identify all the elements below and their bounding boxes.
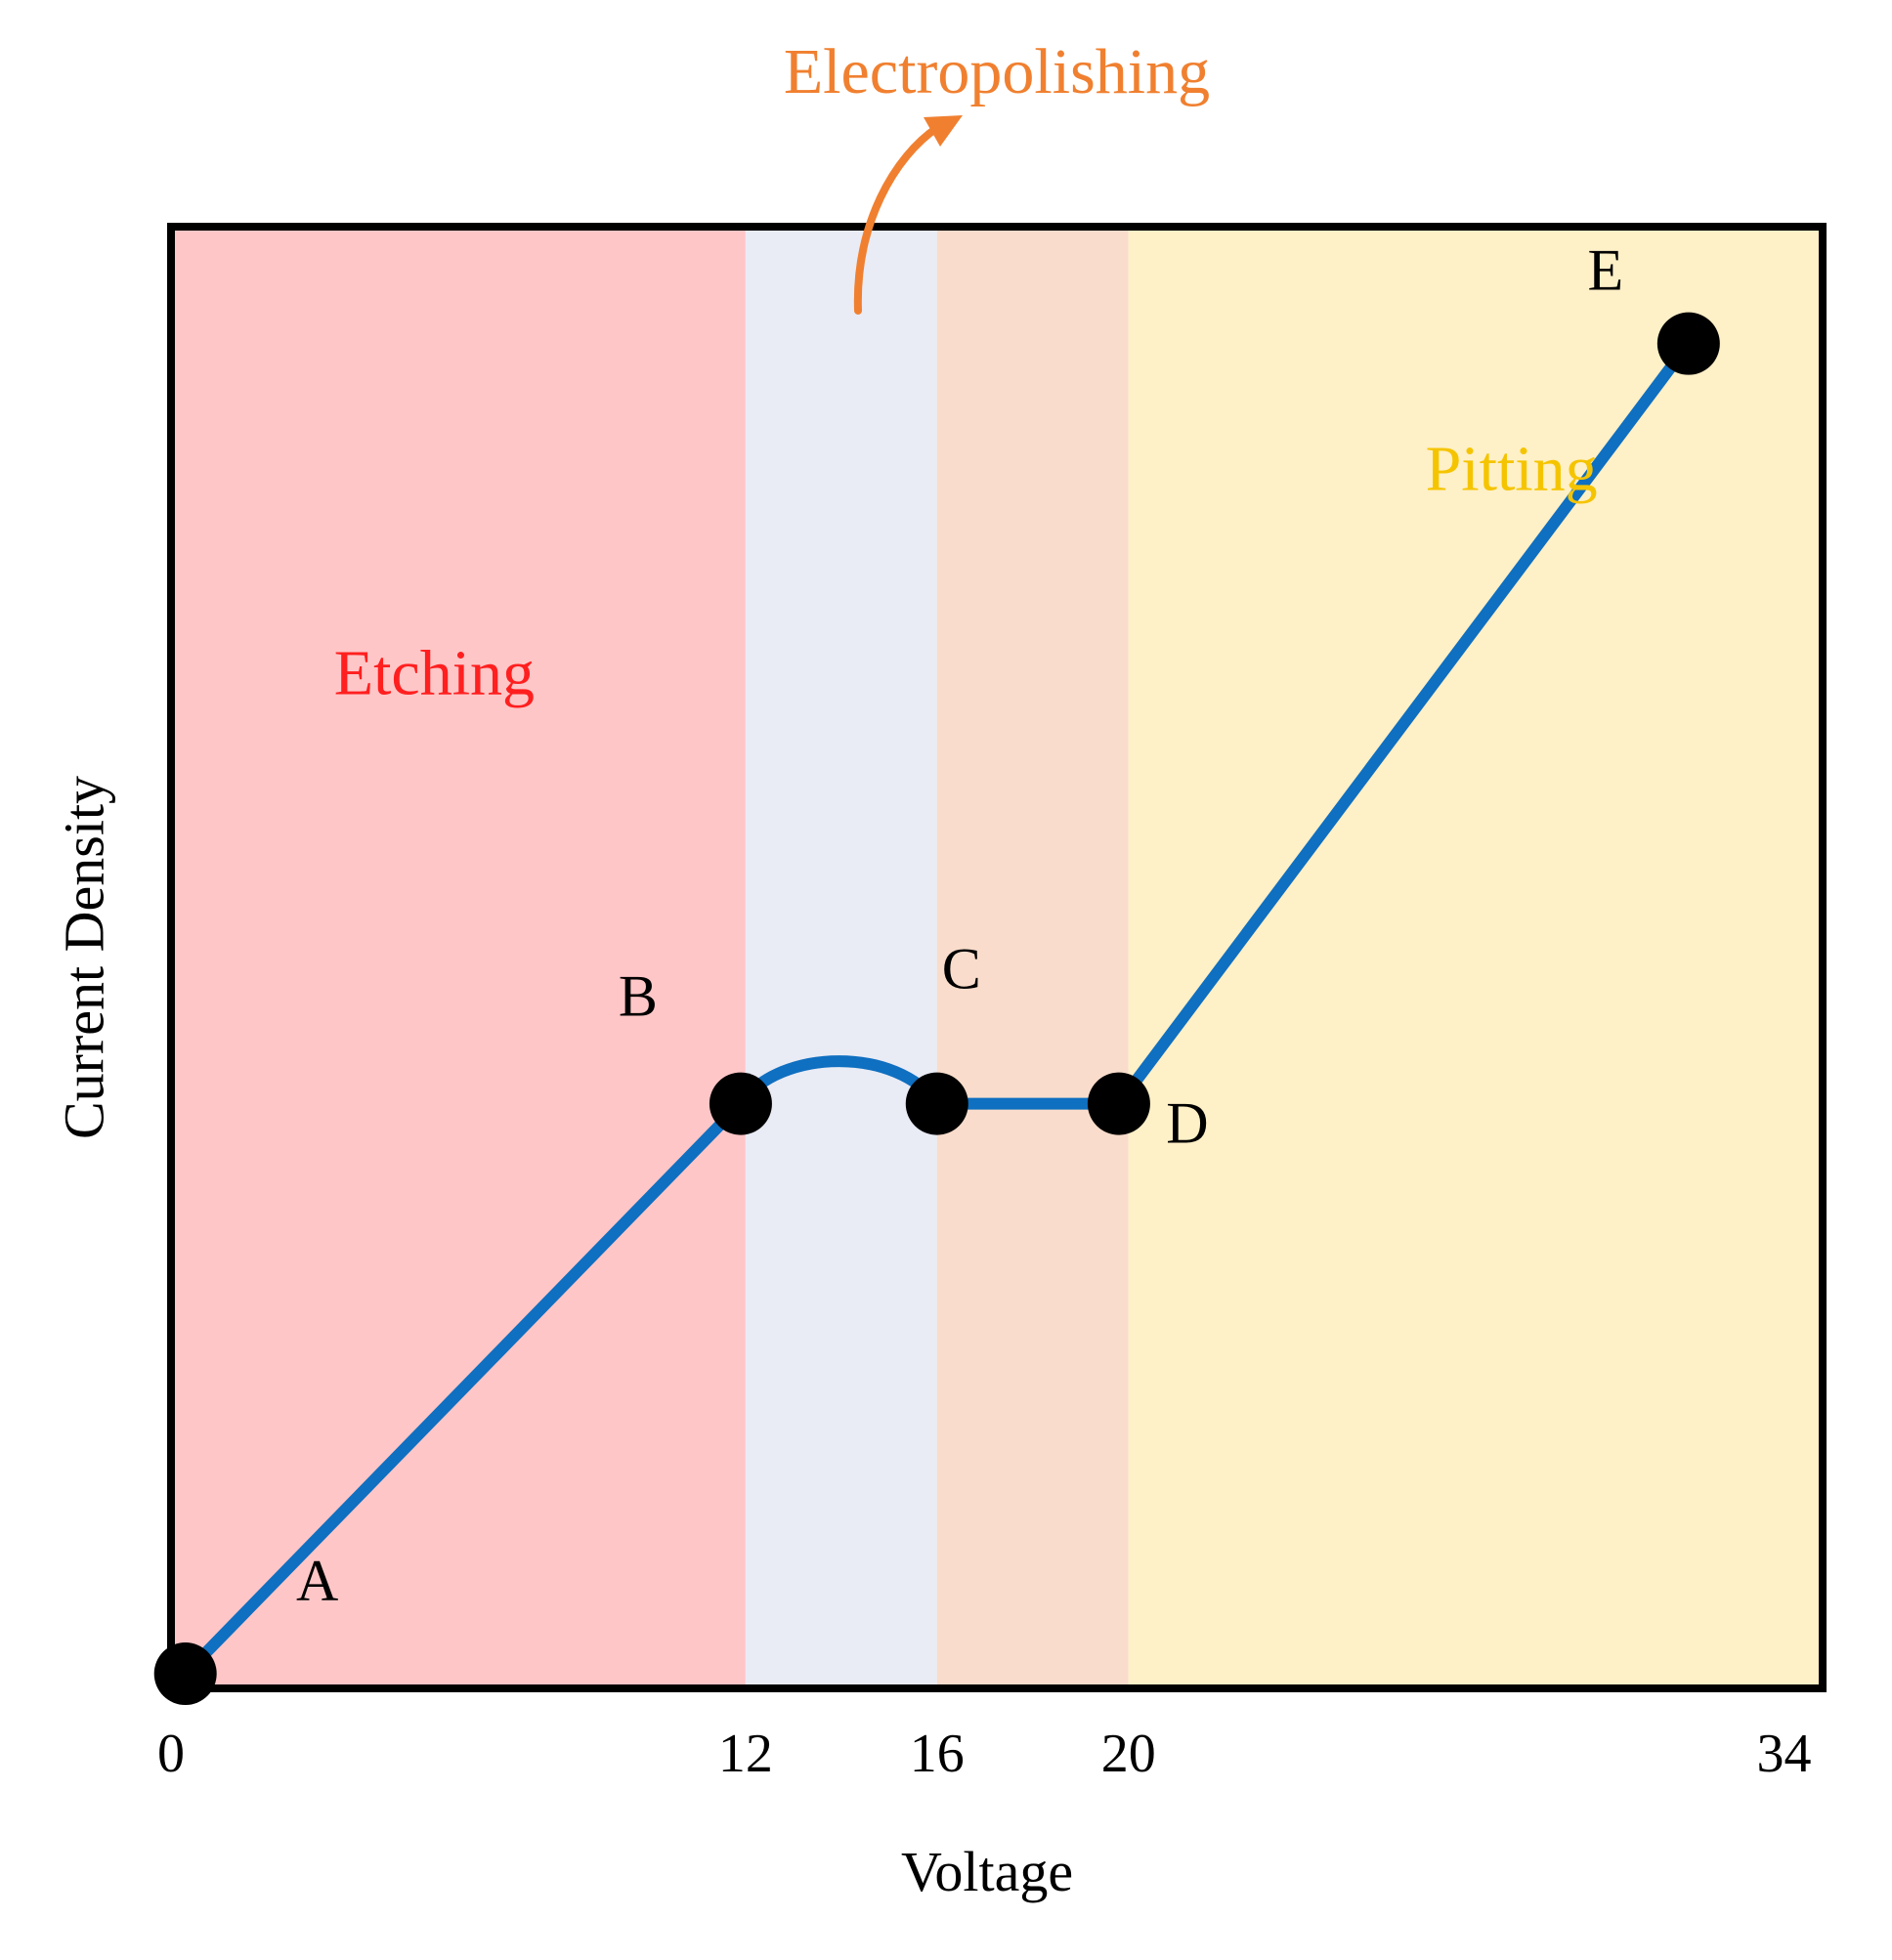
point-c — [905, 1072, 968, 1135]
region-labels: Etching Pitting — [334, 433, 1598, 708]
point-label-a: A — [296, 1549, 338, 1613]
point-e — [1656, 312, 1720, 375]
electropolishing-arrow — [853, 123, 942, 315]
electropolishing-label: Electropolishing — [784, 36, 1210, 107]
point-a — [153, 1642, 217, 1706]
point-label-c: C — [942, 937, 981, 1001]
region-band-electropolishing-1 — [745, 227, 937, 1688]
x-tick-label: 0 — [157, 1724, 185, 1784]
x-tick-label: 34 — [1757, 1724, 1812, 1784]
y-axis-title: Current Density — [52, 776, 115, 1139]
electropolishing-annotation: Electropolishing — [784, 36, 1210, 315]
point-labels: A B C D E — [296, 238, 1623, 1613]
point-b — [709, 1072, 772, 1135]
point-label-d: D — [1166, 1091, 1208, 1156]
region-label-pitting: Pitting — [1426, 433, 1598, 504]
x-tick-label: 16 — [910, 1724, 965, 1784]
region-band-pitting — [1128, 227, 1823, 1688]
point-label-e: E — [1588, 238, 1624, 303]
region-band-etching — [171, 227, 746, 1688]
plot-frame — [167, 223, 1827, 1692]
region-label-etching: Etching — [334, 638, 535, 709]
electropolishing-arrowhead — [924, 115, 963, 147]
region-bands — [171, 227, 1823, 1688]
x-axis-title: Voltage — [901, 1840, 1073, 1903]
x-tick-label: 12 — [718, 1724, 773, 1784]
x-tick-labels: 0 12 16 20 34 — [157, 1724, 1812, 1784]
point-d — [1087, 1072, 1150, 1135]
x-tick-label: 20 — [1101, 1724, 1156, 1784]
region-band-electropolishing-2 — [936, 227, 1129, 1688]
point-label-b: B — [619, 964, 658, 1029]
